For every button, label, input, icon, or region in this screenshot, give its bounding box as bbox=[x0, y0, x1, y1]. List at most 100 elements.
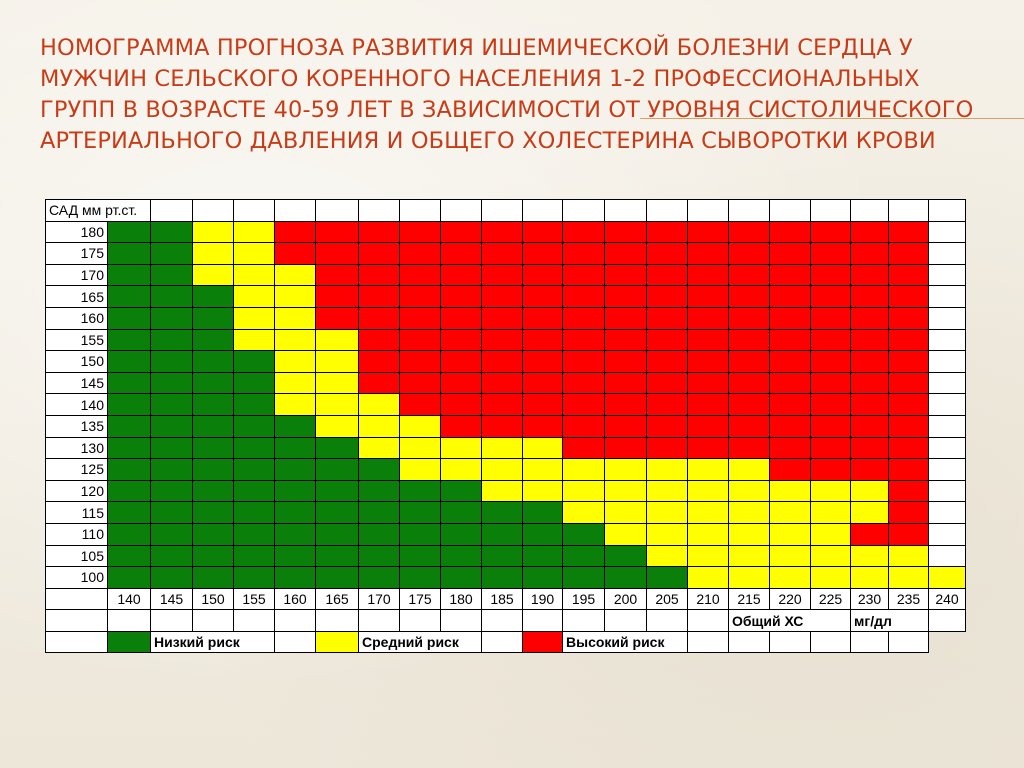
heatmap-cell bbox=[850, 566, 889, 589]
heatmap-cell bbox=[687, 544, 729, 568]
heatmap-cell bbox=[604, 458, 647, 481]
heatmap-cell bbox=[233, 371, 275, 395]
heatmap-cell bbox=[728, 306, 770, 330]
heatmap-cell bbox=[728, 242, 770, 265]
sbp-row-165: 165 bbox=[45, 285, 966, 308]
heatmap-cell bbox=[562, 371, 605, 395]
header-empty-cell bbox=[150, 199, 193, 222]
units-empty-cell bbox=[522, 609, 563, 632]
heatmap-cell bbox=[562, 263, 605, 287]
y-tick-label: 125 bbox=[45, 458, 108, 481]
heatmap-cell bbox=[481, 350, 523, 373]
heatmap-cell bbox=[192, 263, 234, 287]
legend-label: Низкий риск bbox=[150, 630, 275, 654]
x-tick-label: 235 bbox=[888, 587, 929, 611]
heatmap-cell bbox=[562, 285, 605, 308]
heatmap-cell bbox=[769, 566, 811, 589]
heatmap-cell bbox=[192, 522, 234, 546]
heatmap-cell bbox=[888, 566, 929, 589]
heatmap-cell bbox=[728, 414, 770, 438]
x-tick-label: 205 bbox=[646, 587, 688, 611]
units-empty-cell bbox=[604, 609, 647, 632]
x-tick-label: 210 bbox=[687, 587, 729, 611]
heatmap-cell bbox=[274, 458, 316, 481]
heatmap-cell bbox=[358, 479, 400, 503]
heatmap-cell bbox=[687, 566, 729, 589]
heatmap-cell bbox=[850, 242, 889, 265]
heatmap-cell bbox=[150, 566, 193, 589]
heatmap-cell bbox=[728, 350, 770, 373]
heatmap-cell bbox=[522, 458, 563, 481]
heatmap-cell bbox=[399, 479, 441, 503]
heatmap-cell bbox=[928, 371, 966, 395]
units-empty-cell bbox=[358, 609, 400, 632]
heatmap-cell bbox=[562, 436, 605, 460]
heatmap-cell bbox=[192, 242, 234, 265]
x-tick-label: 165 bbox=[315, 587, 359, 611]
heatmap-cell bbox=[888, 458, 929, 481]
sbp-row-155: 155 bbox=[45, 328, 966, 352]
heatmap-cell bbox=[192, 566, 234, 589]
legend-label: Высокий риск bbox=[562, 630, 688, 654]
heatmap-cell bbox=[399, 566, 441, 589]
x-tick-label: 240 bbox=[928, 587, 966, 611]
heatmap-cell bbox=[107, 242, 151, 265]
heatmap-cell bbox=[850, 522, 889, 546]
units-empty-cell bbox=[315, 609, 359, 632]
heatmap-cell bbox=[315, 371, 359, 395]
x-tick-label: 170 bbox=[358, 587, 400, 611]
heatmap-cell bbox=[522, 306, 563, 330]
heatmap-cell bbox=[562, 350, 605, 373]
heatmap-cell bbox=[150, 414, 193, 438]
heatmap-cell bbox=[646, 566, 688, 589]
units-empty-cell bbox=[150, 609, 193, 632]
heatmap-cell bbox=[522, 220, 563, 244]
x-axis-label: Общий ХС bbox=[728, 609, 851, 632]
heatmap-cell bbox=[888, 242, 929, 265]
heatmap-cell bbox=[233, 306, 275, 330]
legend-spacer bbox=[481, 630, 523, 654]
y-tick-label: 110 bbox=[45, 522, 108, 546]
heatmap-cell bbox=[810, 220, 851, 244]
heatmap-cell bbox=[604, 306, 647, 330]
y-tick-label: 135 bbox=[45, 414, 108, 438]
heatmap-cell bbox=[646, 371, 688, 395]
heatmap-cell bbox=[315, 328, 359, 352]
heatmap-cell bbox=[646, 393, 688, 416]
header-empty-cell bbox=[562, 199, 605, 222]
heatmap-cell bbox=[769, 306, 811, 330]
sbp-row-175: 175 bbox=[45, 242, 966, 265]
heatmap-cell bbox=[562, 242, 605, 265]
x-tick-label: 175 bbox=[399, 587, 441, 611]
header-empty-cell bbox=[646, 199, 688, 222]
heatmap-cell bbox=[769, 414, 811, 438]
heatmap-cell bbox=[274, 544, 316, 568]
heatmap-cell bbox=[107, 306, 151, 330]
heatmap-cell bbox=[604, 522, 647, 546]
heatmap-cell bbox=[928, 285, 966, 308]
heatmap-cell bbox=[810, 306, 851, 330]
heatmap-cell bbox=[562, 306, 605, 330]
heatmap-cell bbox=[687, 371, 729, 395]
heatmap-cell bbox=[192, 220, 234, 244]
heatmap-cell bbox=[522, 566, 563, 589]
heatmap-cell bbox=[522, 436, 563, 460]
heatmap-cell bbox=[358, 220, 400, 244]
heatmap-cell bbox=[928, 414, 966, 438]
heatmap-cell bbox=[274, 263, 316, 287]
x-axis-unit: мг/дл bbox=[850, 609, 929, 632]
heatmap-cell bbox=[928, 263, 966, 287]
y-tick-label: 180 bbox=[45, 220, 108, 244]
heatmap-cell bbox=[399, 436, 441, 460]
heatmap-cell bbox=[604, 393, 647, 416]
heatmap-cell bbox=[315, 242, 359, 265]
heatmap-cell bbox=[440, 350, 482, 373]
heatmap-cell bbox=[150, 371, 193, 395]
heatmap-cell bbox=[481, 479, 523, 503]
heatmap-cell bbox=[562, 393, 605, 416]
x-tick-label: 195 bbox=[562, 587, 605, 611]
heatmap-cell bbox=[687, 393, 729, 416]
legend-swatch-l bbox=[107, 630, 151, 654]
heatmap-cell bbox=[150, 544, 193, 568]
y-tick-label: 170 bbox=[45, 263, 108, 287]
